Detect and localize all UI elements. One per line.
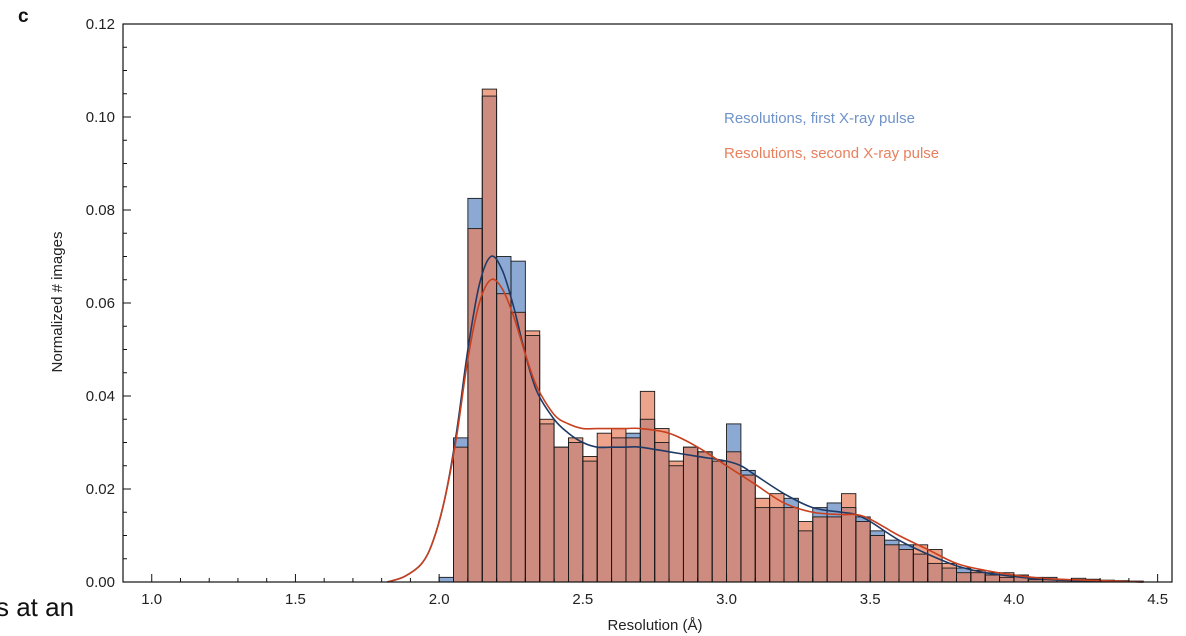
bar-second-pulse: [712, 461, 727, 582]
panel-label: c: [18, 6, 29, 27]
bar-second-pulse: [697, 451, 713, 582]
bar-second-pulse: [985, 575, 1000, 582]
bar-second-pulse: [798, 521, 813, 582]
bar-second-pulse: [942, 563, 957, 582]
y-axis-title: Normalized # images: [49, 232, 66, 373]
cutoff-caption-fragment: s at an: [0, 592, 74, 622]
bar-second-pulse: [525, 330, 540, 582]
bar-second-pulse: [769, 493, 785, 582]
bar-second-pulse: [898, 549, 914, 582]
bar-second-pulse: [568, 437, 583, 582]
bar-second-pulse: [726, 451, 741, 582]
bar-second-pulse: [496, 293, 511, 582]
legend-entry-first-pulse: Resolutions, first X-ray pulse: [724, 110, 915, 127]
x-tick-label: 4.0: [1004, 591, 1025, 608]
bar-second-pulse: [453, 447, 468, 582]
bar-second-pulse: [827, 516, 842, 582]
x-tick-label: 3.5: [860, 591, 881, 608]
bar-second-pulse: [855, 521, 871, 582]
bar-second-pulse: [740, 475, 756, 582]
x-tick-label: 3.0: [716, 591, 737, 608]
x-tick-label: 4.5: [1147, 591, 1168, 608]
bar-second-pulse: [554, 447, 569, 582]
bar-second-pulse: [927, 549, 943, 582]
bar-second-pulse: [755, 498, 770, 582]
y-tick-label: 0.02: [86, 481, 115, 498]
bar-second-pulse: [870, 535, 885, 582]
y-tick-label: 0.12: [86, 16, 115, 33]
y-axis: 0.00 0.02 0.04 0.06 0.08 0.10 0.12: [86, 16, 131, 591]
x-tick-label: 2.5: [572, 591, 593, 608]
bar-second-pulse: [784, 507, 799, 582]
density-curve-second-pulse: [387, 278, 1144, 583]
bar-second-pulse: [597, 433, 612, 582]
x-axis: 1.0 1.5 2.0 2.5 3.0 3.5 4.0 4.5: [141, 574, 1168, 608]
x-tick-label: 1.5: [285, 591, 306, 608]
x-tick-label: 1.0: [141, 591, 162, 608]
series-second-pulse-bars: [453, 89, 1144, 582]
bar-second-pulse: [1013, 575, 1029, 582]
x-tick-label: 2.0: [429, 591, 450, 608]
y-tick-label: 0.06: [86, 295, 115, 312]
bar-second-pulse: [611, 428, 626, 582]
x-axis-title: Resolution (Å): [607, 617, 702, 634]
bar-second-pulse: [1042, 579, 1058, 582]
bar-second-pulse: [669, 461, 684, 582]
bar-second-pulse: [539, 419, 555, 582]
y-tick-label: 0.08: [86, 202, 115, 219]
bar-second-pulse: [683, 447, 698, 582]
y-tick-label: 0.04: [86, 388, 115, 405]
legend-entry-second-pulse: Resolutions, second X-ray pulse: [724, 145, 939, 162]
density-curves: [387, 255, 1144, 583]
y-tick-label: 0.10: [86, 109, 115, 126]
y-tick-label: 0.00: [86, 574, 115, 591]
bar-second-pulse: [812, 516, 828, 582]
bar-second-pulse: [482, 89, 497, 582]
bar-second-pulse: [970, 570, 986, 582]
bar-second-pulse: [1028, 579, 1043, 582]
density-curve-first-pulse: [387, 255, 1144, 583]
bar-second-pulse: [640, 391, 655, 582]
bar-second-pulse: [956, 572, 971, 582]
bar-second-pulse: [582, 456, 598, 582]
bar-second-pulse: [467, 228, 483, 582]
bar-second-pulse: [841, 493, 856, 582]
bar-second-pulse: [625, 437, 641, 582]
bar-second-pulse: [510, 312, 526, 582]
bar-second-pulse: [884, 544, 899, 582]
bar-second-pulse: [654, 428, 670, 582]
bar-first-pulse: [439, 577, 454, 582]
legend: Resolutions, first X-ray pulse Resolutio…: [724, 110, 939, 162]
